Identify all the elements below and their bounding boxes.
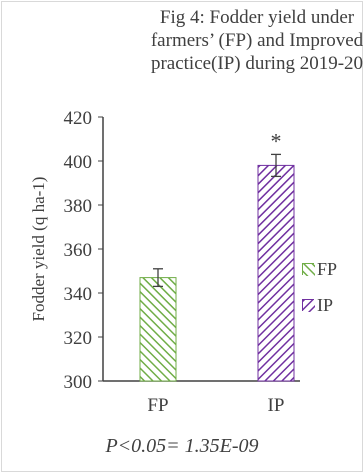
chart-title-line-1: Fig 4: Fodder yield under bbox=[159, 7, 355, 28]
chart-title-line-3: practice(IP) during 2019-20 bbox=[150, 53, 364, 74]
y-tick-label: 400 bbox=[64, 152, 93, 173]
x-tick-label-fp: FP bbox=[147, 395, 168, 416]
legend-label-ip: IP bbox=[317, 294, 334, 315]
y-tick-label: 360 bbox=[64, 240, 93, 261]
bar-fp bbox=[139, 277, 177, 382]
y-axis-title: Fodder yield (q ha-1) bbox=[29, 177, 48, 322]
legend-item-fp: FP bbox=[302, 259, 337, 279]
x-tick-label-ip: IP bbox=[268, 395, 285, 416]
y-tick-label: 420 bbox=[64, 108, 93, 129]
significance-marker: * bbox=[271, 128, 282, 153]
y-tick-label: 340 bbox=[64, 284, 93, 305]
bar-ip bbox=[257, 164, 295, 382]
legend-swatch-fp bbox=[302, 263, 315, 276]
legend-item-ip: IP bbox=[302, 295, 337, 315]
p-value-note: P<0.05= 1.35E-09 bbox=[105, 435, 259, 457]
legend-label-fp: FP bbox=[317, 258, 338, 279]
legend-swatch-ip bbox=[302, 299, 315, 312]
y-tick-label: 300 bbox=[64, 372, 93, 393]
chart-legend: FP IP bbox=[302, 259, 337, 331]
y-tick-label: 320 bbox=[64, 328, 93, 349]
chart-title-line-2: farmers’ (FP) and Improved bbox=[150, 30, 364, 51]
y-tick-label: 380 bbox=[64, 196, 93, 217]
